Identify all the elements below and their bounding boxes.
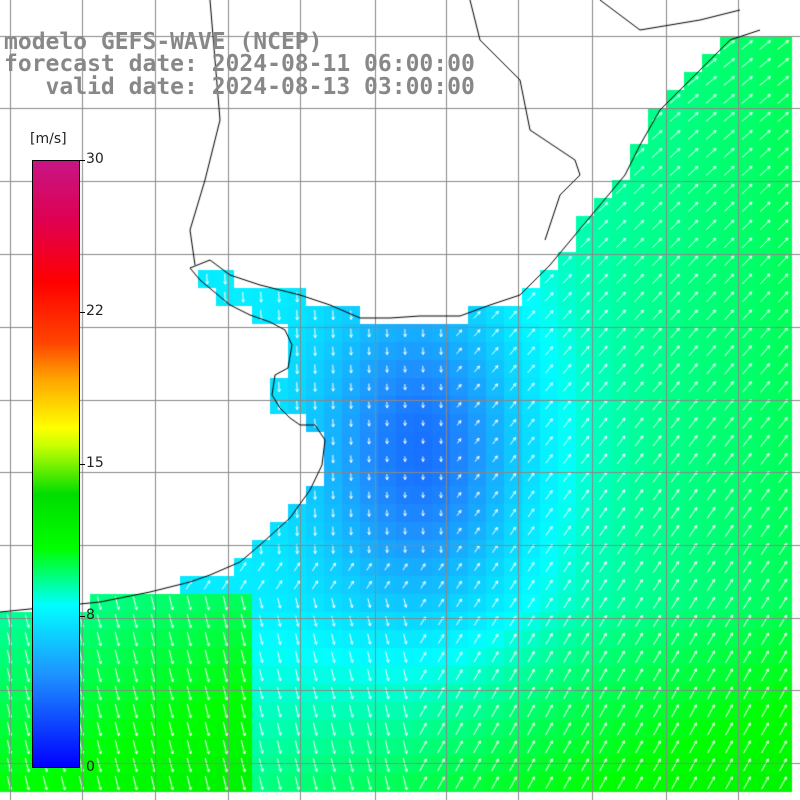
- colorbar-tick-0: 0: [86, 759, 95, 775]
- colorbar-tick-30: 30: [86, 151, 104, 167]
- colorbar-tick-22: 22: [86, 303, 104, 319]
- forecast-date: forecast date: 2024-08-11 06:00:00: [4, 51, 475, 77]
- valid-date: valid date: 2024-08-13 03:00:00: [4, 74, 475, 100]
- model-title: modelo GEFS-WAVE (NCEP): [4, 29, 323, 55]
- colorbar-tick-15: 15: [86, 455, 104, 471]
- colorbar-tick-8: 8: [86, 607, 95, 623]
- colorbar-unit: [m/s]: [30, 131, 67, 147]
- colorbar-gradient: [32, 160, 80, 768]
- colorbar: [m/s] 30 22 15 8 0: [0, 125, 110, 785]
